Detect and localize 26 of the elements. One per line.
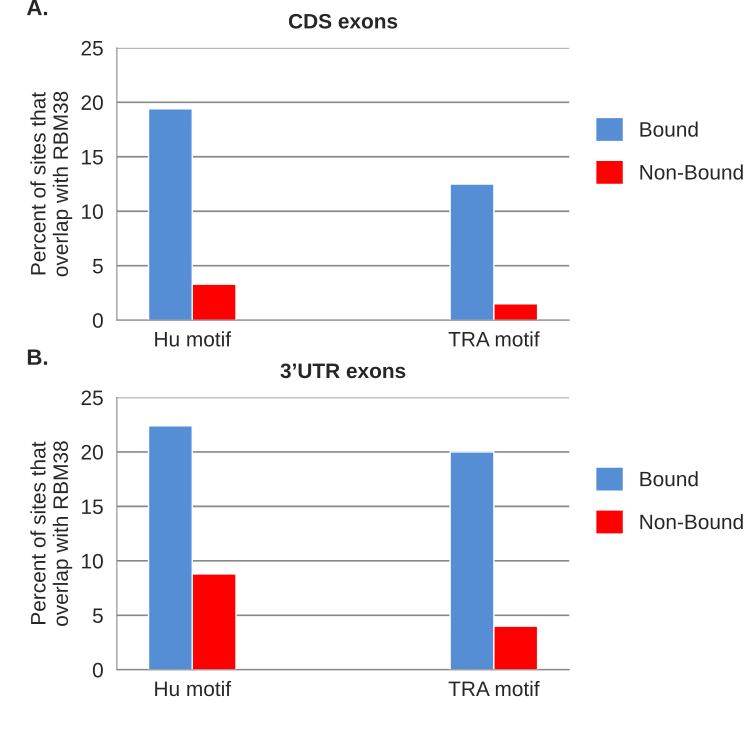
y-tick-label: 5	[92, 258, 103, 274]
legend-label: Non-Bound	[640, 514, 743, 530]
legend-label: Bound	[640, 121, 698, 137]
y-tick-label: 10	[82, 204, 103, 219]
legend-label: Non-Bound	[640, 164, 743, 180]
y-tick-label: 15	[82, 150, 103, 165]
y-tick-label: 25	[82, 40, 103, 56]
y-tick-label: 20	[82, 444, 103, 460]
y-tick-label: 5	[92, 608, 103, 624]
y-axis-title: Percent of sites that overlap with RBM38	[30, 92, 72, 276]
x-tick-label: Hu motif	[155, 331, 232, 347]
y-tick-label: 0	[92, 313, 103, 328]
chart-title: 3’UTR exons	[280, 363, 406, 378]
y-tick-label: 15	[82, 500, 103, 514]
y-tick-label: 20	[82, 95, 103, 110]
y-tick-label: 0	[92, 662, 103, 678]
y-tick-label: 25	[82, 390, 103, 406]
text: Bound	[640, 471, 698, 486]
x-tick-label: TRA motif	[448, 331, 540, 347]
x-tick-label: TRA motif	[448, 680, 540, 696]
y-axis-title: Percent of sites that overlap with RBM38	[30, 441, 72, 626]
text: B.	[28, 349, 48, 365]
x-tick-label: Hu motif	[155, 680, 232, 696]
chart-title: CDS exons	[288, 14, 398, 29]
text: A.	[26, 0, 48, 16]
y-tick-label: 10	[82, 554, 103, 569]
